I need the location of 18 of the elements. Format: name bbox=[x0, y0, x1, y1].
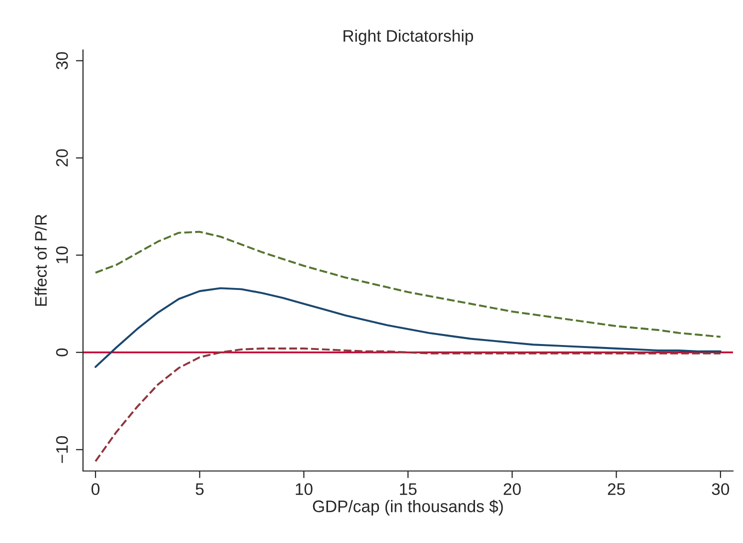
x-tick-label: 5 bbox=[196, 483, 204, 496]
x-axis-title: GDP/cap (in thousands $) bbox=[312, 500, 503, 516]
y-tick-label: 0 bbox=[56, 348, 68, 356]
line-series bbox=[94, 287, 722, 368]
x-tick-label: 30 bbox=[712, 483, 730, 496]
y-tick-label: 10 bbox=[56, 246, 68, 264]
y-tick-label: −10 bbox=[56, 436, 68, 463]
y-axis-title: Effect of P/R bbox=[34, 214, 47, 306]
y-tick-label: 30 bbox=[56, 52, 68, 70]
x-tick-label: 25 bbox=[608, 483, 625, 496]
x-tick-label: 10 bbox=[296, 483, 312, 496]
line-series bbox=[94, 230, 722, 338]
line-series bbox=[94, 348, 722, 462]
y-tick-label: 20 bbox=[56, 149, 68, 166]
chart-title: Right Dictatorship bbox=[344, 30, 474, 46]
x-tick-label: 0 bbox=[92, 483, 100, 496]
x-tick-label: 20 bbox=[504, 483, 521, 496]
x-tick-label: 15 bbox=[400, 483, 417, 496]
